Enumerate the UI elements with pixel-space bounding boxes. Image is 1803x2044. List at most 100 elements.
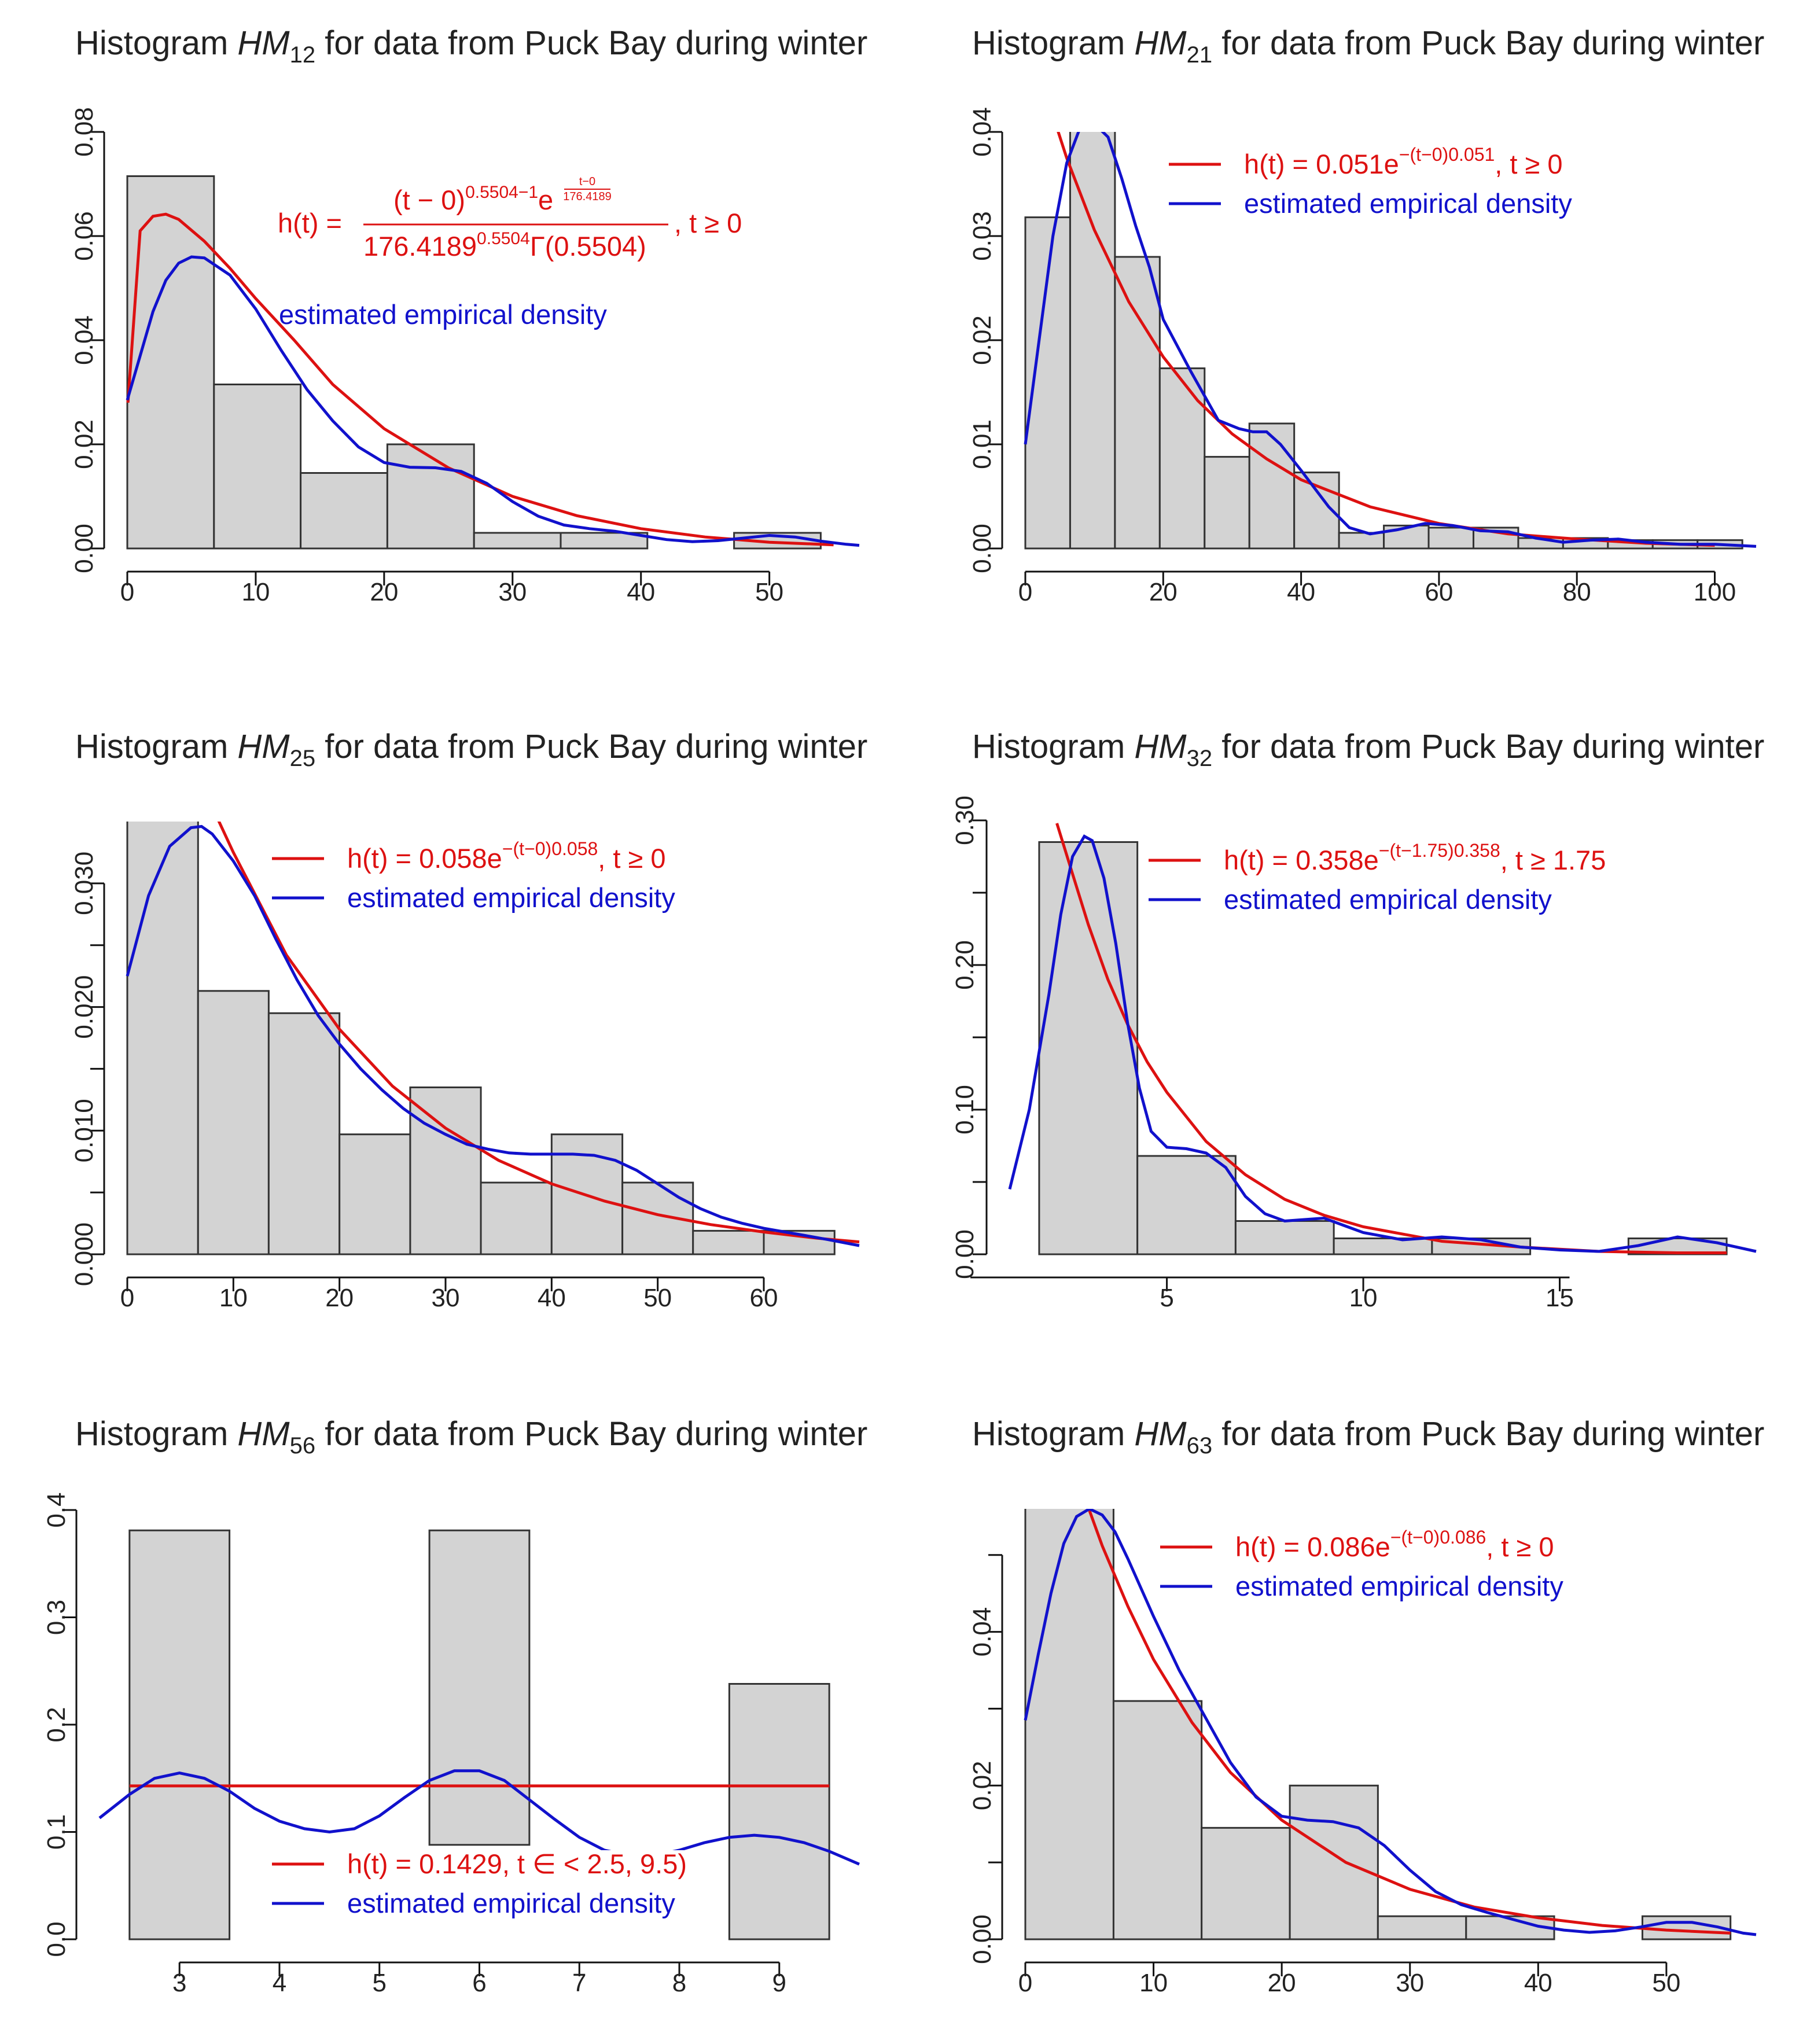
y-tick-label: 0.03 [968,211,996,261]
fitted-density-label: h(t) = 0.051e−(t−0)0.051, t ≥ 0 [1244,144,1563,179]
y-axis: 0.0 0.1 0.2 0.3 0.4 [42,1492,78,1957]
empirical-density-curve [1024,1509,1757,1936]
histogram-bar [692,1229,765,1255]
y-tick-label: 0.04 [968,107,996,157]
legend: h(t) = 0.1429, t ∈ < 2.5, 9.5) estimated … [249,1848,706,1936]
histogram-bar [386,443,475,550]
fitted-density-label: h(t) = 0.086e−(t−0)0.086, t ≥ 0 [1235,1527,1554,1562]
histogram-bar [1338,532,1385,550]
x-tick-label: 40 [627,578,655,606]
empirical-density-curve [126,824,860,1247]
histogram-bar [300,472,388,550]
y-tick-label: 0.010 [70,1099,98,1162]
y-tick-label: 0.00 [968,1914,996,1964]
x-tick-label: 10 [1139,1969,1168,1997]
histogram-bar [267,1012,341,1255]
legend: h(t) = 0.358e−(t−1.75)0.358, t ≥ 1.75 est… [1149,840,1606,915]
x-tick-label: 3 [172,1969,186,1997]
chart-title: Histogram HM63 for data from Puck Bay du… [972,1415,1764,1459]
histogram-bar [1333,1238,1433,1255]
y-tick-label: 0.030 [70,852,98,915]
x-tick-label: 15 [1546,1284,1574,1312]
chart-panel-3: Histogram HM25 for data from Puck Bay du… [70,728,867,1312]
legend: h(t) = 0.086e−(t−0)0.086, t ≥ 0 estimated… [1160,1527,1563,1601]
fitted-density-label: h(t) = 0.1429, t ∈ < 2.5, 9.5) [347,1848,687,1879]
y-tick-label: 0.02 [70,419,98,469]
empirical-density-label: estimated empirical density [1244,188,1572,219]
histogram-bar [1136,1155,1237,1255]
histogram-bar [473,532,562,550]
x-tick-label: 7 [572,1969,586,1997]
y-tick-label: 0.20 [951,940,979,990]
y-tick-label: 0.02 [968,1761,996,1810]
y-axis: 0.000 0.010 0.020 0.030 [70,852,105,1286]
x-tick-label: 10 [219,1284,248,1312]
formula-numerator: (t − 0)0.5504−1e [393,183,553,215]
histogram-bar [428,1529,531,1846]
x-tick-label: 0 [1018,1969,1032,1997]
histogram-bar [1069,132,1116,550]
x-axis: 0 10 20 30 40 50 60 [120,1276,778,1312]
empirical-density-label: estimated empirical density [347,1888,675,1918]
x-tick-label: 100 [1694,578,1736,606]
bars [126,822,836,1255]
x-tick-label: 30 [498,578,527,606]
histogram-bar [480,1181,553,1255]
fitted-density-label: h(t) = 0.358e−(t−1.75)0.358, t ≥ 1.75 [1224,840,1606,875]
bars [1024,1509,1732,1940]
histogram-bar [409,1086,482,1255]
x-tick-label: 9 [772,1969,786,1997]
y-axis: 0.00 0.01 0.02 0.03 0.04 [968,107,1003,573]
fitted-density-curve [1087,1509,1731,1935]
histogram-bar [126,822,199,1255]
chart-title: Histogram HM25 for data from Puck Bay du… [75,728,867,771]
y-tick-label: 0.04 [70,315,98,365]
bars [128,1529,830,1940]
y-tick-label: 0.1 [42,1814,71,1850]
x-tick-label: 6 [472,1969,486,1997]
x-tick-label: 80 [1563,578,1591,606]
empirical-density-label: estimated empirical density [1235,1571,1563,1601]
histogram-bar [1112,1700,1203,1940]
y-tick-label: 0.08 [70,107,98,157]
histogram-bar [338,1133,411,1255]
x-tick-label: 20 [1268,1969,1296,1997]
x-tick-label: 0 [1018,578,1032,606]
y-tick-label: 0.04 [968,1607,996,1657]
histogram-bar [728,1683,830,1940]
x-tick-label: 20 [325,1284,354,1312]
x-tick-label: 40 [1287,578,1315,606]
y-tick-label: 0.00 [951,1229,979,1279]
x-tick-label: 4 [273,1969,286,1997]
x-tick-label: 40 [538,1284,566,1312]
x-tick-label: 60 [750,1284,778,1312]
x-tick-label: 40 [1524,1969,1552,1997]
histogram-bar [213,384,302,550]
x-tick-label: 30 [1396,1969,1424,1997]
chart-panel-4: Histogram HM32 for data from Puck Bay du… [951,728,1764,1312]
histogram-bar [1377,1915,1467,1940]
legend: h(t) = (t − 0)0.5504−1e t−0 176.4189 176.418… [278,175,742,330]
histogram-bar [1427,526,1474,550]
chart-panel-1: Histogram HM12 for data from Puck Bay du… [70,24,867,606]
y-tick-label: 0.00 [70,524,98,573]
y-tick-label: 0.02 [968,315,996,365]
formula-exp-denominator: 176.4189 [563,190,611,203]
fitted-density-label: h(t) = [278,208,342,238]
empirical-density-curve [1024,132,1757,548]
y-tick-label: 0.2 [42,1707,71,1742]
legend: h(t) = 0.051e−(t−0)0.051, t ≥ 0 estimated… [1169,144,1572,219]
y-tick-label: 0.020 [70,975,98,1039]
empirical-density-label: estimated empirical density [347,882,675,913]
x-tick-label: 5 [1160,1284,1173,1312]
bars [1038,841,1728,1255]
histogram-bar [1024,1509,1114,1940]
legend: h(t) = 0.058e−(t−0)0.058, t ≥ 0 estimated… [272,838,675,913]
x-axis: 0 20 40 60 80 100 [1018,570,1736,606]
x-axis: 0 10 20 30 40 50 [120,570,783,606]
formula-denominator: 176.41890.5504Γ(0.5504) [363,229,646,262]
empirical-density-label: estimated empirical density [279,299,607,330]
y-tick-label: 0.00 [968,524,996,573]
x-axis: 5 10 15 [970,1276,1574,1312]
fitted-density-curve [217,822,860,1244]
